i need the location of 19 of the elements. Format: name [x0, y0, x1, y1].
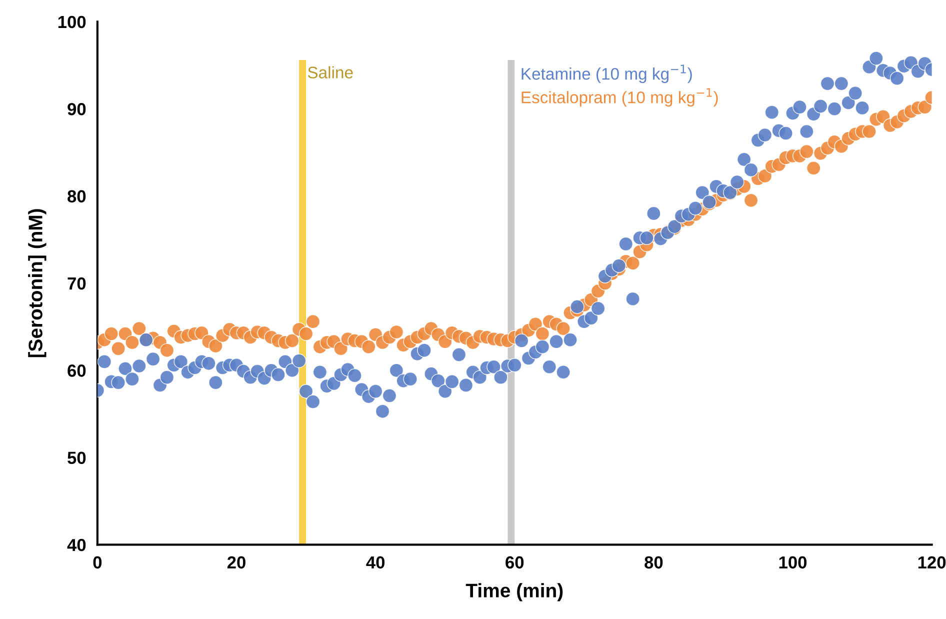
y-tick-label: 70	[68, 277, 86, 290]
x-tick-label: 20	[227, 556, 246, 569]
ref-line-label: Saline	[308, 66, 353, 78]
text: Escitalopram (10 mg kg$^{−1}$)	[522, 88, 718, 107]
text: Ketamine (10 mg kg$^{−1}$)	[522, 64, 692, 84]
x-tick-label: 120	[918, 556, 946, 569]
y-tick-label: 60	[68, 364, 86, 377]
y-axis-title: [Serotonin] (nM)	[28, 209, 46, 358]
y-tick-label: 50	[68, 452, 86, 464]
x-tick-label: 40	[366, 556, 385, 569]
y-tick-label: 80	[68, 190, 86, 202]
y-tick-label: 100	[58, 16, 86, 28]
x-tick-label: 60	[506, 556, 524, 569]
y-tick-label: 40	[67, 538, 86, 552]
x-tick-label: 100	[779, 556, 807, 569]
x-tick-label: 0	[93, 556, 102, 569]
x-tick-label: 80	[644, 556, 663, 569]
x-axis-title: Time (min)	[466, 583, 563, 602]
y-tick-label: 90	[68, 103, 86, 116]
